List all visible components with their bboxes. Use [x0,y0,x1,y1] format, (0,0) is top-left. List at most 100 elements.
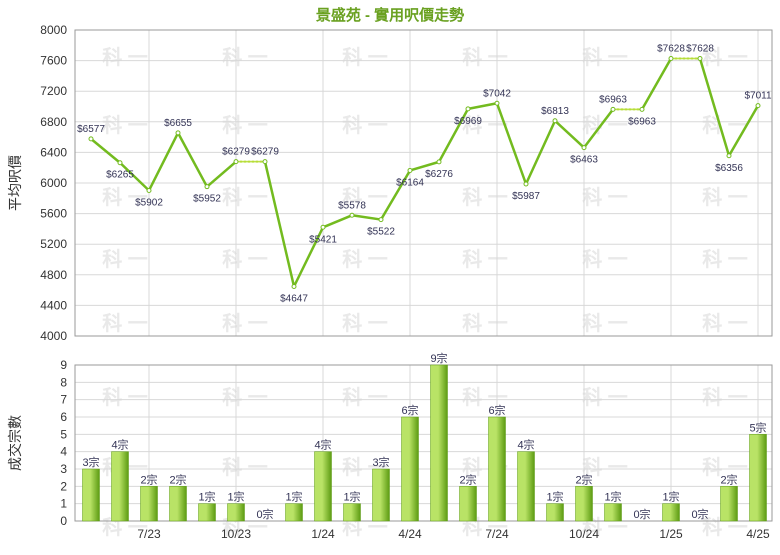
price-point[interactable] [698,56,702,60]
transaction-bar[interactable] [344,504,361,521]
watermark-text: 科 一 [102,247,148,271]
x-tick-label: 10/24 [569,527,599,541]
price-point[interactable] [292,285,296,289]
watermark-text: 科 一 [102,113,148,137]
price-point[interactable] [437,160,441,164]
transaction-count-label: 0宗 [256,507,273,521]
transaction-bar[interactable] [750,434,767,521]
transaction-count-label: 2宗 [169,472,186,486]
price-line-segment [91,139,120,163]
price-point[interactable] [495,101,499,105]
line-y-tick-label: 4000 [40,329,67,343]
price-point[interactable] [350,213,354,217]
line-y-tick-label: 8000 [40,23,67,37]
price-line-series: $6577$6265$5902$6655$5952$6279 $6279$4647… [77,43,772,304]
watermark-text: 科 一 [342,113,388,137]
price-data-label: $5421 [309,234,337,245]
price-point[interactable] [147,188,151,192]
bar-y-tick-label: 6 [60,410,67,424]
line-y-tick-label: 6400 [40,145,67,159]
transaction-count-label: 1宗 [343,490,360,504]
price-data-label: $4647 [280,294,308,305]
price-data-label: $6963 [599,94,627,105]
transaction-count-label: 1宗 [285,490,302,504]
price-line-segment [468,103,497,109]
watermark-text: 科 一 [582,185,628,209]
transaction-count-label: 1宗 [604,490,621,504]
watermark-text: 科 一 [582,385,628,409]
price-point[interactable] [379,218,383,222]
watermark-text: 科 一 [582,247,628,271]
bar-y-tick-label: 8 [60,375,67,389]
transaction-count-label: 2宗 [140,472,157,486]
transaction-count-label: 1宗 [198,490,215,504]
watermark-text: 科 一 [222,247,268,271]
watermark-text: 科 一 [342,45,388,69]
transaction-bar[interactable] [199,504,216,521]
transaction-bar[interactable] [460,486,477,521]
transaction-bar[interactable] [663,504,680,521]
watermark-text: 科 一 [702,311,748,335]
price-line-segment [700,58,729,155]
price-point[interactable] [89,137,93,141]
watermark-text: 科 一 [702,247,748,271]
transaction-bar[interactable] [228,504,245,521]
transaction-bar[interactable] [83,469,100,521]
transaction-bar[interactable] [605,504,622,521]
transaction-bar[interactable] [402,417,419,521]
bar-y-tick-label: 3 [60,462,67,476]
price-point[interactable] [524,182,528,186]
watermark-text: 科 一 [342,311,388,335]
transaction-count-label: 0宗 [691,507,708,521]
price-data-label: $5522 [367,227,395,238]
transaction-bar[interactable] [518,452,535,521]
price-point[interactable] [727,154,731,158]
price-data-label: $6164 [396,177,424,188]
price-point[interactable] [669,56,673,60]
transaction-bar[interactable] [373,469,390,521]
price-data-label: $6279 [222,147,250,158]
price-point[interactable] [640,107,644,111]
transaction-bar[interactable] [286,504,303,521]
transaction-count-label: 3宗 [82,455,99,469]
bar-y-tick-label: 1 [60,497,67,511]
price-data-label: $7042 [483,88,511,99]
x-tick-label: 10/23 [221,527,251,541]
price-data-label: $5952 [193,194,221,205]
price-point[interactable] [205,185,209,189]
watermark-text: 科 一 [702,185,748,209]
transaction-bar[interactable] [315,452,332,521]
price-point[interactable] [408,168,412,172]
price-point[interactable] [118,161,122,165]
line-y-tick-label: 7200 [40,84,67,98]
transaction-bar[interactable] [547,504,564,521]
price-point[interactable] [553,119,557,123]
line-y-tick-label: 4800 [40,268,67,282]
transaction-count-label: 4宗 [314,438,331,452]
price-line-segment [555,121,584,148]
price-point[interactable] [466,107,470,111]
transaction-bar[interactable] [112,452,129,521]
chart-title: 景盛苑 - 實用呎價走勢 [316,6,464,24]
price-point[interactable] [176,131,180,135]
price-point[interactable] [582,146,586,150]
transaction-bar[interactable] [141,486,158,521]
transaction-bar[interactable] [576,486,593,521]
price-point[interactable] [321,225,325,229]
transaction-bar[interactable] [431,365,448,521]
price-point[interactable] [756,104,760,108]
price-point[interactable] [263,160,267,164]
price-data-label: $6577 [77,124,105,135]
price-data-label: $5902 [135,197,163,208]
watermark-text: 科 一 [462,45,508,69]
price-point[interactable] [234,160,238,164]
price-data-label: $6969 [454,116,482,127]
x-tick-label: 1/25 [659,527,683,541]
price-point[interactable] [611,107,615,111]
transaction-count-label: 4宗 [111,438,128,452]
transaction-bar[interactable] [489,417,506,521]
transaction-bar[interactable] [170,486,187,521]
transaction-bar[interactable] [721,486,738,521]
